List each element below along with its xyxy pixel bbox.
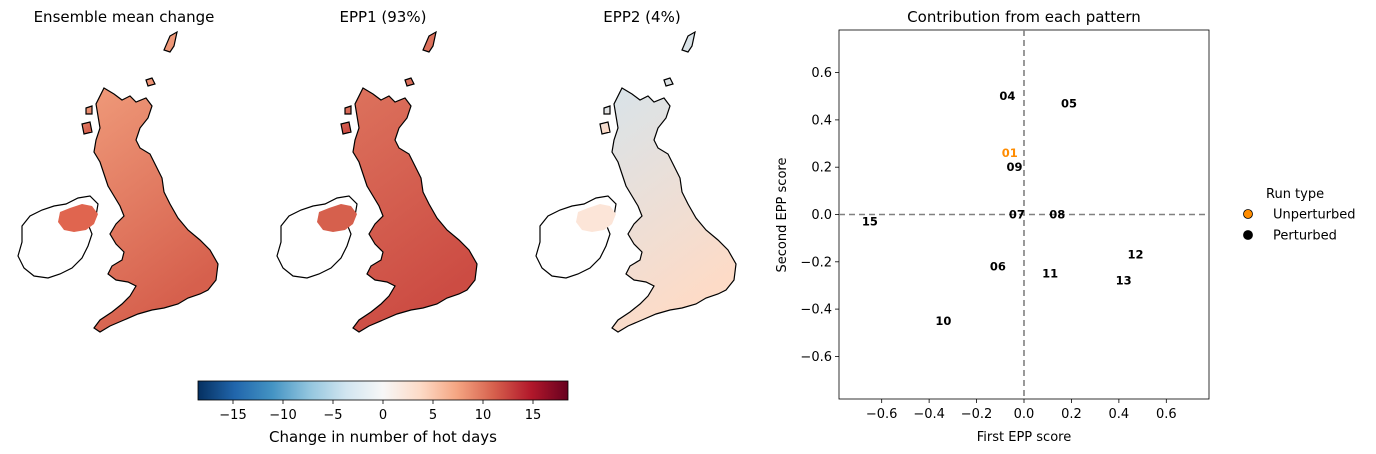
y-tick-label: 0.2 xyxy=(811,161,832,176)
map-title-epp2: EPP2 (4%) xyxy=(603,8,681,26)
legend-title: Run type xyxy=(1266,187,1324,202)
colorbar-tick-label: −10 xyxy=(269,408,296,423)
point-label-07: 07 xyxy=(1009,208,1025,222)
point-label-06: 06 xyxy=(990,260,1006,274)
legend-marker-unperturbed xyxy=(1243,209,1253,219)
point-label-09: 09 xyxy=(1007,160,1023,174)
y-tick-label: 0.4 xyxy=(811,113,832,128)
colorbar-tick-label: 10 xyxy=(475,408,492,423)
point-label-15: 15 xyxy=(862,215,878,229)
y-tick-label: 0.6 xyxy=(811,66,832,81)
x-tick-label: 0.6 xyxy=(1156,407,1177,422)
x-axis-label: First EPP score xyxy=(977,430,1071,445)
colorbar-tick-label: −5 xyxy=(323,408,342,423)
point-label-08: 08 xyxy=(1049,208,1065,222)
x-tick-label: −0.2 xyxy=(961,407,993,422)
colorbar-tick-label: 5 xyxy=(429,408,437,423)
colorbar-tick-label: 0 xyxy=(379,408,387,423)
point-label-10: 10 xyxy=(935,314,951,328)
colorbar-label: Change in number of hot days xyxy=(269,428,497,446)
map-title-epp1: EPP1 (93%) xyxy=(339,8,427,26)
legend-label-unperturbed: Unperturbed xyxy=(1273,208,1356,223)
legend-label-perturbed: Perturbed xyxy=(1273,229,1337,244)
chart-title: Contribution from each pattern xyxy=(907,8,1141,26)
x-tick-label: −0.6 xyxy=(866,407,898,422)
y-tick-label: −0.2 xyxy=(800,255,832,270)
map-title-ensemble: Ensemble mean change xyxy=(33,8,215,26)
y-tick-label: −0.4 xyxy=(800,303,832,318)
colorbar-tick-label: 15 xyxy=(525,408,542,423)
y-tick-label: 0.0 xyxy=(811,208,832,223)
x-tick-label: 0.2 xyxy=(1061,407,1082,422)
x-tick-label: 0.0 xyxy=(1014,407,1035,422)
point-label-04: 04 xyxy=(999,89,1015,103)
point-label-13: 13 xyxy=(1116,274,1132,288)
point-label-11: 11 xyxy=(1042,267,1058,281)
x-tick-label: 0.4 xyxy=(1109,407,1130,422)
legend-marker-perturbed xyxy=(1243,230,1253,240)
colorbar-tick-label: −15 xyxy=(219,408,246,423)
point-label-12: 12 xyxy=(1127,248,1143,262)
x-tick-label: −0.4 xyxy=(913,407,945,422)
point-label-05: 05 xyxy=(1061,96,1077,110)
y-axis-label: Second EPP score xyxy=(775,158,790,273)
point-label-01: 01 xyxy=(1002,146,1018,160)
y-tick-label: −0.6 xyxy=(800,350,832,365)
